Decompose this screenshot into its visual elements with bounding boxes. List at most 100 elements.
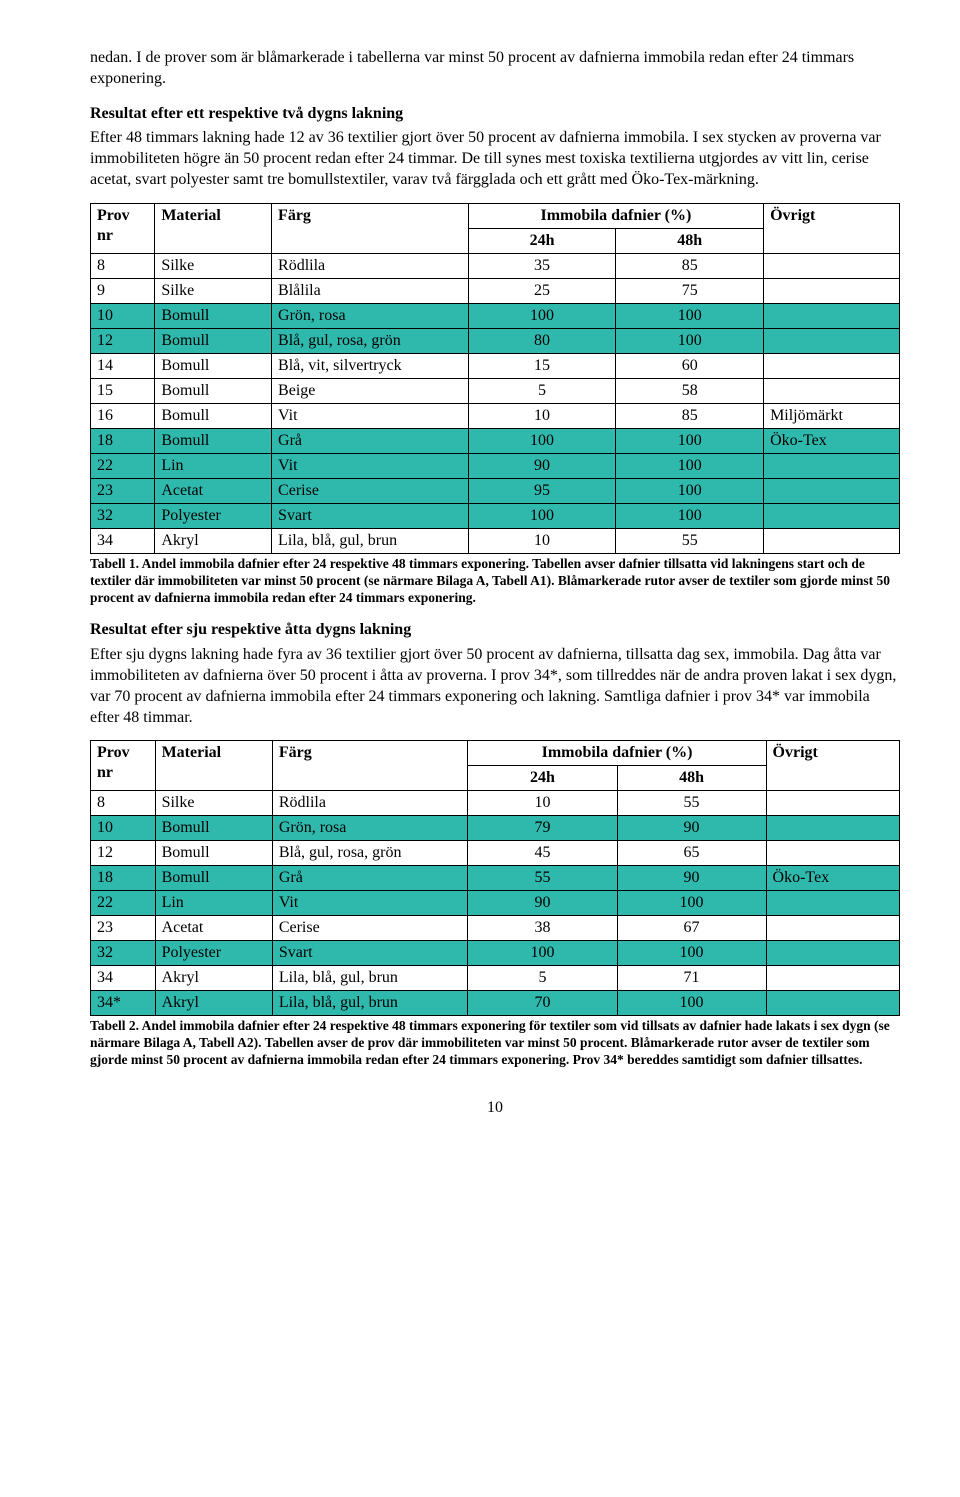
th-48h: 48h	[616, 228, 764, 253]
cell-ovrigt	[764, 378, 900, 403]
cell-material: Acetat	[155, 478, 272, 503]
cell-material: Bomull	[155, 866, 272, 891]
cell-48h: 100	[617, 991, 766, 1016]
cell-24h: 100	[468, 428, 616, 453]
table-header-row: ProvnrMaterialFärgImmobila dafnier (%)Öv…	[91, 203, 900, 228]
cell-farg: Grå	[272, 866, 468, 891]
cell-24h: 35	[468, 253, 616, 278]
cell-nr: 23	[91, 916, 156, 941]
cell-ovrigt	[766, 841, 899, 866]
cell-48h: 85	[616, 403, 764, 428]
table-row: 32PolyesterSvart100100	[91, 503, 900, 528]
cell-24h: 10	[468, 791, 617, 816]
cell-material: Bomull	[155, 816, 272, 841]
table-row: 18BomullGrå100100Öko-Tex	[91, 428, 900, 453]
cell-farg: Svart	[272, 503, 469, 528]
cell-24h: 90	[468, 891, 617, 916]
table-row: 34AkrylLila, blå, gul, brun1055	[91, 528, 900, 553]
cell-material: Polyester	[155, 503, 272, 528]
cell-ovrigt	[766, 916, 899, 941]
th-material: Material	[155, 741, 272, 791]
cell-ovrigt	[766, 941, 899, 966]
cell-48h: 85	[616, 253, 764, 278]
section2-body: Efter sju dygns lakning hade fyra av 36 …	[90, 645, 900, 728]
cell-24h: 5	[468, 378, 616, 403]
table-row: 22LinVit90100	[91, 453, 900, 478]
table-row: 22LinVit90100	[91, 891, 900, 916]
cell-24h: 10	[468, 403, 616, 428]
cell-48h: 100	[617, 941, 766, 966]
cell-nr: 22	[91, 453, 155, 478]
cell-nr: 9	[91, 278, 155, 303]
cell-24h: 90	[468, 453, 616, 478]
table-row: 34*AkrylLila, blå, gul, brun70100	[91, 991, 900, 1016]
cell-ovrigt	[766, 991, 899, 1016]
table-header-row: ProvnrMaterialFärgImmobila dafnier (%)Öv…	[91, 741, 900, 766]
cell-24h: 100	[468, 303, 616, 328]
cell-48h: 100	[616, 453, 764, 478]
cell-48h: 65	[617, 841, 766, 866]
th-24h: 24h	[468, 766, 617, 791]
th-24h: 24h	[468, 228, 616, 253]
th-ovrigt: Övrigt	[766, 741, 899, 791]
table1-wrap: ProvnrMaterialFärgImmobila dafnier (%)Öv…	[90, 203, 900, 607]
cell-48h: 100	[616, 503, 764, 528]
cell-24h: 45	[468, 841, 617, 866]
cell-farg: Beige	[272, 378, 469, 403]
page-number: 10	[90, 1099, 900, 1117]
cell-nr: 32	[91, 503, 155, 528]
th-material: Material	[155, 203, 272, 253]
cell-48h: 90	[617, 816, 766, 841]
cell-48h: 55	[617, 791, 766, 816]
cell-48h: 75	[616, 278, 764, 303]
cell-24h: 38	[468, 916, 617, 941]
cell-material: Bomull	[155, 303, 272, 328]
cell-24h: 100	[468, 503, 616, 528]
cell-material: Bomull	[155, 328, 272, 353]
cell-ovrigt	[766, 816, 899, 841]
cell-nr: 34	[91, 528, 155, 553]
cell-nr: 12	[91, 841, 156, 866]
cell-material: Bomull	[155, 403, 272, 428]
cell-ovrigt	[766, 966, 899, 991]
cell-material: Bomull	[155, 841, 272, 866]
cell-24h: 55	[468, 866, 617, 891]
cell-material: Akryl	[155, 991, 272, 1016]
table-row: 16BomullVit1085Miljömärkt	[91, 403, 900, 428]
cell-48h: 58	[616, 378, 764, 403]
cell-nr: 16	[91, 403, 155, 428]
table-row: 12BomullBlå, gul, rosa, grön4565	[91, 841, 900, 866]
cell-nr: 12	[91, 328, 155, 353]
cell-ovrigt	[764, 353, 900, 378]
cell-farg: Blå, gul, rosa, grön	[272, 841, 468, 866]
cell-48h: 60	[616, 353, 764, 378]
cell-24h: 15	[468, 353, 616, 378]
cell-farg: Cerise	[272, 916, 468, 941]
cell-ovrigt: Öko-Tex	[766, 866, 899, 891]
cell-nr: 15	[91, 378, 155, 403]
cell-ovrigt	[764, 278, 900, 303]
cell-nr: 10	[91, 303, 155, 328]
table-row: 10BomullGrön, rosa100100	[91, 303, 900, 328]
cell-farg: Rödlila	[272, 253, 469, 278]
cell-farg: Vit	[272, 891, 468, 916]
cell-nr: 32	[91, 941, 156, 966]
cell-48h: 55	[616, 528, 764, 553]
cell-material: Bomull	[155, 378, 272, 403]
th-immobila: Immobila dafnier (%)	[468, 741, 766, 766]
cell-nr: 22	[91, 891, 156, 916]
th-farg: Färg	[272, 741, 468, 791]
cell-nr: 14	[91, 353, 155, 378]
cell-nr: 10	[91, 816, 156, 841]
cell-material: Silke	[155, 278, 272, 303]
table-row: 10BomullGrön, rosa7990	[91, 816, 900, 841]
cell-24h: 95	[468, 478, 616, 503]
section1-body: Efter 48 timmars lakning hade 12 av 36 t…	[90, 128, 900, 190]
cell-farg: Grön, rosa	[272, 303, 469, 328]
table-row: 9SilkeBlålila2575	[91, 278, 900, 303]
cell-farg: Blå, vit, silvertryck	[272, 353, 469, 378]
th-prov-nr: Provnr	[91, 203, 155, 253]
cell-24h: 80	[468, 328, 616, 353]
table-row: 23AcetatCerise95100	[91, 478, 900, 503]
intro-paragraph: nedan. I de prover som är blåmarkerade i…	[90, 48, 900, 90]
